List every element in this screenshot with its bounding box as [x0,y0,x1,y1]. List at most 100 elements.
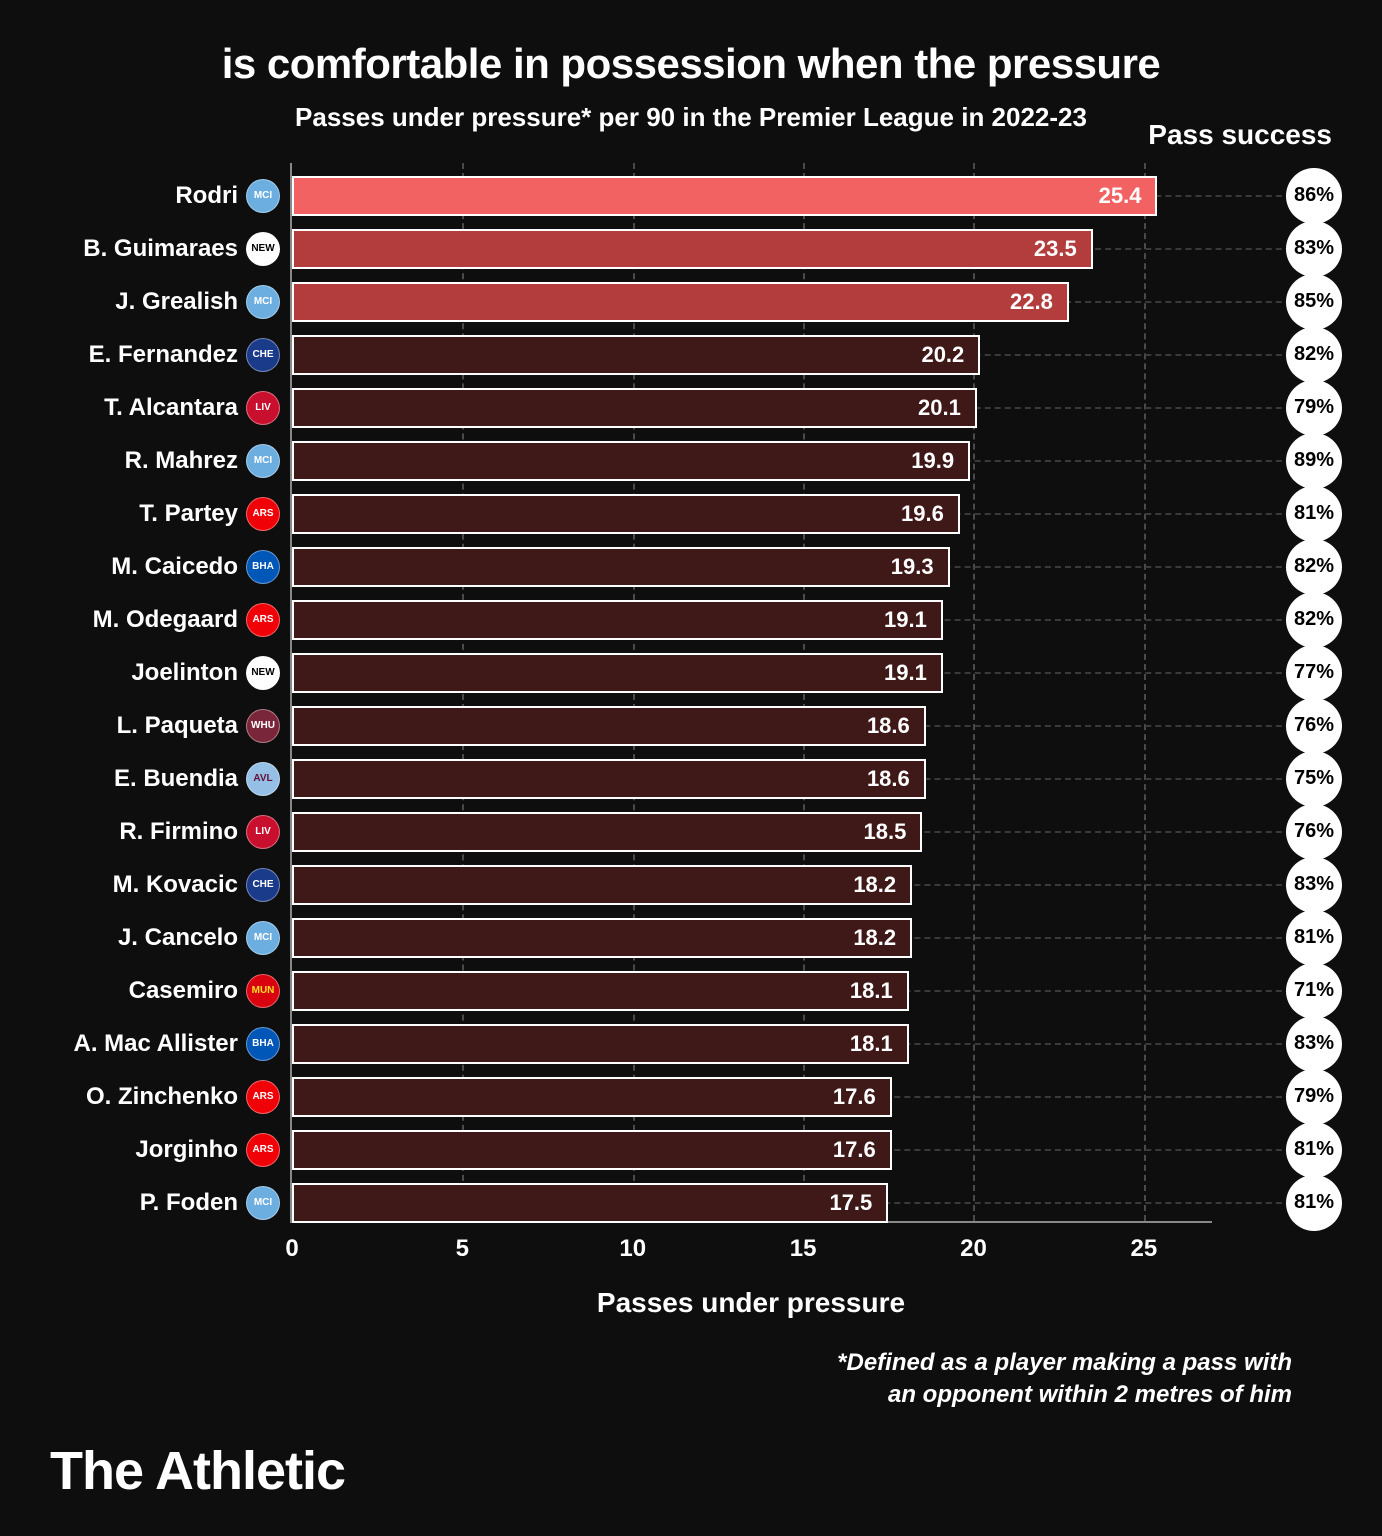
player-row: M. KovacicCHE18.283% [292,858,1212,911]
player-name: O. Zinchenko [48,1083,238,1111]
pass-success-badge: 81% [1286,486,1342,542]
value-bar: 23.5 [292,229,1093,269]
player-row: E. FernandezCHE20.282% [292,328,1212,381]
player-name: J. Grealish [48,288,238,316]
pass-success-badge: 83% [1286,1016,1342,1072]
player-row: JoelintonNEW19.177% [292,646,1212,699]
value-bar: 19.1 [292,600,943,640]
club-badge-icon: ARS [246,1133,280,1167]
player-row: M. OdegaardARS19.182% [292,593,1212,646]
pass-success-badge: 82% [1286,592,1342,648]
player-name: M. Kovacic [48,871,238,899]
value-bar: 17.6 [292,1130,892,1170]
value-bar: 18.1 [292,1024,909,1064]
player-row: O. ZinchenkoARS17.679% [292,1070,1212,1123]
player-row: CasemiroMUN18.171% [292,964,1212,1017]
pass-success-badge: 82% [1286,327,1342,383]
player-row: R. FirminoLIV18.576% [292,805,1212,858]
player-name: M. Odegaard [48,606,238,634]
club-badge-icon: MCI [246,285,280,319]
chart-container: is comfortable in possession when the pr… [0,0,1382,1442]
pass-success-badge: 81% [1286,1175,1342,1231]
value-bar: 18.2 [292,865,912,905]
pass-success-badge: 82% [1286,539,1342,595]
club-badge-icon: MCI [246,444,280,478]
player-name: T. Partey [48,500,238,528]
value-bar: 18.6 [292,759,926,799]
club-badge-icon: CHE [246,868,280,902]
player-row: A. Mac AllisterBHA18.183% [292,1017,1212,1070]
pass-success-badge: 77% [1286,645,1342,701]
pass-success-badge: 89% [1286,433,1342,489]
value-bar: 20.2 [292,335,980,375]
pass-success-badge: 79% [1286,380,1342,436]
player-row: T. AlcantaraLIV20.179% [292,381,1212,434]
pass-success-badge: 71% [1286,963,1342,1019]
player-row: J. GrealishMCI22.885% [292,275,1212,328]
pass-success-header: Pass success [1148,119,1332,151]
club-badge-icon: NEW [246,656,280,690]
player-row: E. BuendiaAVL18.675% [292,752,1212,805]
pass-success-badge: 75% [1286,751,1342,807]
player-row: JorginhoARS17.681% [292,1123,1212,1176]
player-row: RodriMCI25.486% [292,169,1212,222]
player-name: P. Foden [48,1189,238,1217]
value-bar: 18.2 [292,918,912,958]
club-badge-icon: ARS [246,1080,280,1114]
player-row: M. CaicedoBHA19.382% [292,540,1212,593]
club-badge-icon: BHA [246,550,280,584]
club-badge-icon: NEW [246,232,280,266]
value-bar: 17.6 [292,1077,892,1117]
player-row: L. PaquetaWHU18.676% [292,699,1212,752]
pass-success-badge: 85% [1286,274,1342,330]
pass-success-badge: 76% [1286,804,1342,860]
player-name: E. Fernandez [48,341,238,369]
player-name: B. Guimaraes [48,235,238,263]
pass-success-badge: 86% [1286,168,1342,224]
value-bar: 22.8 [292,282,1069,322]
value-bar: 19.1 [292,653,943,693]
club-badge-icon: BHA [246,1027,280,1061]
club-badge-icon: MCI [246,1186,280,1220]
player-name: M. Caicedo [48,553,238,581]
club-badge-icon: MCI [246,179,280,213]
pass-success-badge: 79% [1286,1069,1342,1125]
x-axis-label: Passes under pressure [290,1287,1212,1319]
club-badge-icon: AVL [246,762,280,796]
value-bar: 17.5 [292,1183,888,1223]
club-badge-icon: MCI [246,921,280,955]
player-row: B. GuimaraesNEW23.583% [292,222,1212,275]
footnote-line-1: *Defined as a player making a pass with [837,1349,1292,1376]
club-badge-icon: LIV [246,391,280,425]
value-bar: 19.3 [292,547,950,587]
pass-success-badge: 76% [1286,698,1342,754]
club-badge-icon: ARS [246,603,280,637]
pass-success-badge: 83% [1286,221,1342,277]
value-bar: 20.1 [292,388,977,428]
player-name: Joelinton [48,659,238,687]
footnote-line-2: an opponent within 2 metres of him [888,1381,1292,1408]
club-badge-icon: CHE [246,338,280,372]
pass-success-badge: 81% [1286,1122,1342,1178]
value-bar: 19.6 [292,494,960,534]
pass-success-badge: 81% [1286,910,1342,966]
plot-area: 0510152025RodriMCI25.486%B. GuimaraesNEW… [290,163,1212,1223]
pass-success-badge: 83% [1286,857,1342,913]
player-name: R. Firmino [48,818,238,846]
chart-title: is comfortable in possession when the pr… [60,40,1322,88]
value-bar: 19.9 [292,441,970,481]
club-badge-icon: ARS [246,497,280,531]
player-name: Casemiro [48,977,238,1005]
club-badge-icon: MUN [246,974,280,1008]
player-name: E. Buendia [48,765,238,793]
player-name: A. Mac Allister [48,1030,238,1058]
player-name: T. Alcantara [48,394,238,422]
player-row: T. ParteyARS19.681% [292,487,1212,540]
club-badge-icon: LIV [246,815,280,849]
player-name: L. Paqueta [48,712,238,740]
value-bar: 18.1 [292,971,909,1011]
chart-subtitle: Passes under pressure* per 90 in the Pre… [60,102,1322,133]
player-row: P. FodenMCI17.581% [292,1176,1212,1229]
player-row: R. MahrezMCI19.989% [292,434,1212,487]
club-badge-icon: WHU [246,709,280,743]
